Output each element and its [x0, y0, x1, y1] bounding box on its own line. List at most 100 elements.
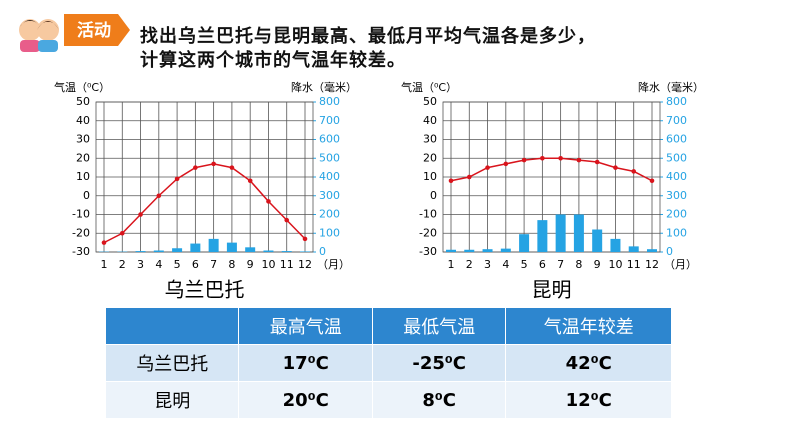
x-tick-label: 6	[539, 258, 546, 271]
badge: 活动	[77, 20, 111, 41]
instruction: 计算这两个城市的气温年较差。	[140, 50, 406, 71]
x-tick-label: 5	[521, 258, 528, 271]
bar	[647, 249, 657, 252]
bar	[573, 214, 584, 252]
bar	[281, 251, 292, 252]
x-tick-label: 1	[101, 258, 108, 271]
y-tick-label: 40	[76, 114, 90, 127]
y2-tick-label: 0	[319, 245, 326, 258]
y-axis-label: 气温（⁰C）	[401, 80, 457, 94]
instruction: 找出乌兰巴托与昆明最高、最低月平均气温各是多少，	[140, 26, 596, 47]
y-tick-label: 10	[76, 170, 90, 183]
chart-title: 昆明	[532, 278, 572, 302]
point	[211, 161, 216, 167]
point	[558, 155, 563, 161]
bar	[446, 249, 456, 252]
bar	[153, 250, 164, 252]
point	[503, 161, 509, 167]
point	[284, 217, 290, 223]
x-tick-label: 11	[280, 258, 294, 271]
y-tick-label: 30	[76, 133, 90, 146]
cell: 昆明	[104, 381, 240, 419]
y2-tick-label: 200	[666, 208, 687, 221]
cell: -25⁰C	[371, 344, 507, 382]
y2-tick-label: 700	[319, 114, 340, 127]
y-tick-label: -10	[72, 208, 90, 221]
point	[119, 230, 125, 236]
header-cell: 最高气温	[238, 307, 373, 345]
line	[450, 157, 653, 182]
point	[631, 169, 637, 174]
x-tick-label: 7	[557, 258, 564, 271]
y2-tick-label: 0	[666, 245, 673, 258]
y2-tick-label: 200	[319, 208, 340, 221]
bar	[555, 214, 566, 252]
y2-tick-label: 800	[666, 95, 687, 108]
y-tick-label: 20	[76, 151, 90, 164]
bar	[226, 242, 237, 252]
point	[521, 157, 527, 163]
point	[302, 236, 308, 242]
point	[229, 165, 235, 170]
y-tick-label: 0	[83, 189, 90, 202]
y2-axis-label: 降水（毫米）	[291, 80, 357, 94]
y2-tick-label: 500	[666, 151, 687, 164]
y-tick-label: -10	[419, 208, 437, 221]
x-tick-label: 9	[247, 258, 254, 271]
x-tick-label: 8	[575, 258, 582, 271]
y-tick-label: 40	[423, 114, 437, 127]
cell: 20⁰C	[238, 381, 373, 419]
plot-frame	[95, 101, 314, 253]
y2-tick-label: 100	[666, 226, 687, 239]
bar	[263, 250, 274, 252]
bar	[172, 248, 183, 252]
y-tick-label: -20	[419, 226, 437, 239]
bar	[628, 246, 639, 252]
chart-title: 乌兰巴托	[165, 278, 245, 302]
point	[193, 165, 198, 170]
y2-tick-label: 500	[319, 151, 340, 164]
y-tick-label: 50	[423, 95, 437, 108]
cell: 乌兰巴托	[104, 344, 240, 382]
y-tick-label: -30	[72, 245, 90, 258]
point	[466, 174, 472, 180]
bar	[592, 229, 603, 252]
point	[649, 178, 655, 184]
x-tick-label: 10	[608, 258, 622, 271]
x-tick-label: 9	[594, 258, 601, 271]
x-tick-label: 3	[137, 258, 144, 271]
point	[485, 165, 490, 170]
y2-tick-label: 600	[666, 133, 687, 146]
y2-tick-label: 600	[319, 133, 340, 146]
x-axis-label: （月）	[664, 258, 697, 271]
x-tick-label: 2	[119, 258, 126, 271]
y2-tick-label: 300	[319, 189, 340, 202]
point	[138, 212, 143, 217]
point	[101, 240, 107, 245]
bar	[500, 248, 511, 252]
cell: 42⁰C	[505, 344, 672, 382]
y2-tick-label: 400	[666, 170, 687, 183]
x-tick-label: 8	[228, 258, 235, 271]
y-tick-label: 50	[76, 95, 90, 108]
line	[103, 163, 306, 244]
y-axis-label: 气温（⁰C）	[54, 80, 110, 94]
y2-axis-label: 降水（毫米）	[638, 80, 704, 94]
bar	[482, 249, 493, 252]
x-tick-label: 2	[466, 258, 473, 271]
x-axis-label: （月）	[317, 258, 350, 271]
x-tick-label: 3	[484, 258, 491, 271]
bar	[537, 220, 548, 252]
x-tick-label: 7	[210, 258, 217, 271]
bar	[190, 243, 201, 252]
plot-frame	[442, 101, 661, 253]
table: 最高气温 最低气温 气温年较差 乌兰巴托 17⁰C -25⁰C 42⁰C 昆明 20⁰C 8⁰…	[104, 307, 672, 419]
point	[448, 178, 454, 184]
y2-tick-label: 300	[666, 189, 687, 202]
y-tick-label: -20	[72, 226, 90, 239]
y-tick-label: 10	[423, 170, 437, 183]
x-tick-label: 4	[502, 258, 509, 271]
bar	[135, 251, 146, 252]
cell: 12⁰C	[505, 381, 672, 419]
